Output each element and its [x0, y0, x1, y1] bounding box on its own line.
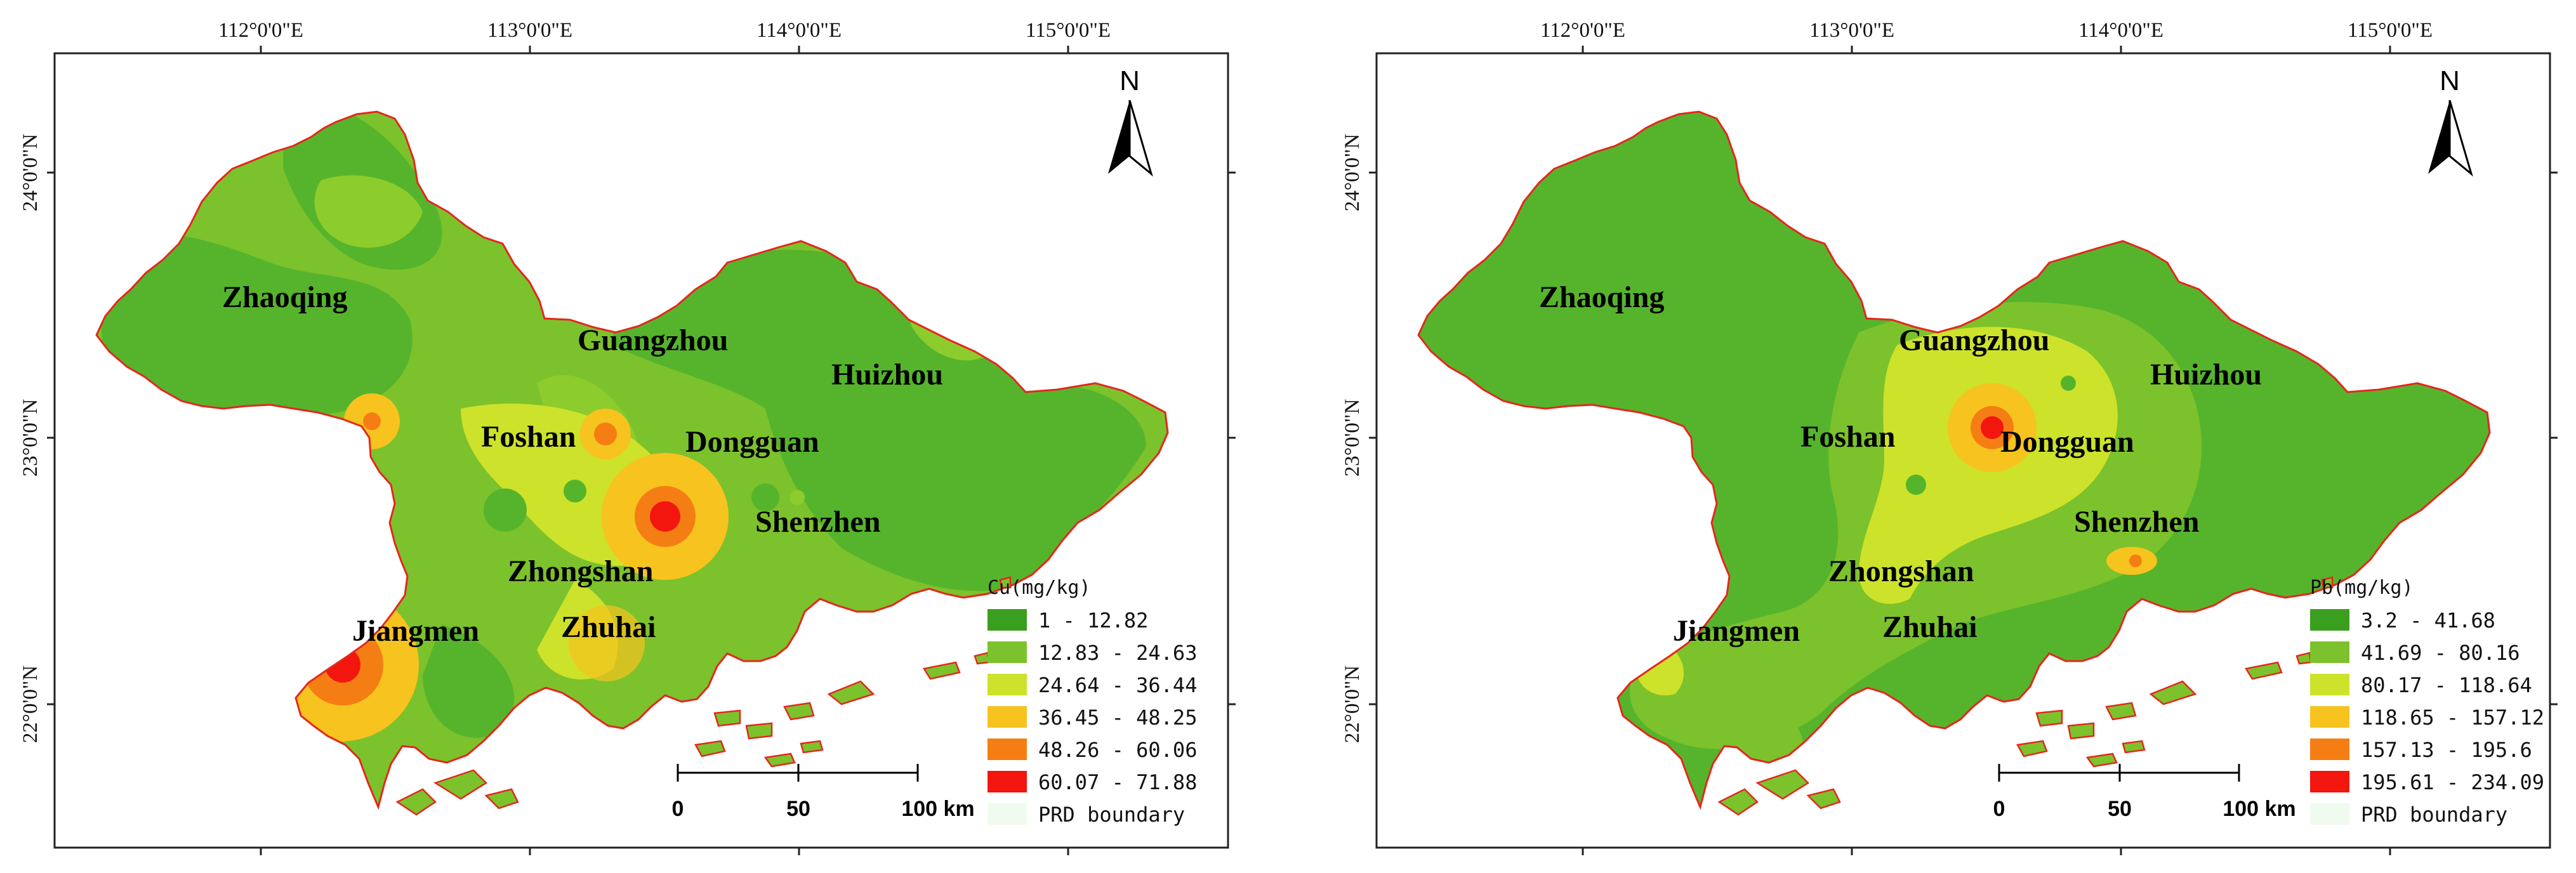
lon-label-115: 115°0'0"E [1026, 19, 1111, 42]
lon-label-115: 115°0'0"E [2348, 19, 2433, 42]
legend-items: 3.2 - 41.68 41.69 - 80.16 80.17 - 118.64 11… [2310, 608, 2544, 827]
legend-label-6: 195.61 - 234.09 [2361, 770, 2544, 794]
lat-label-22: 22°0'0"N [1341, 666, 1364, 744]
city-label-dongguan: Dongguan [2000, 425, 2134, 459]
legend-swatch-boundary [987, 803, 1027, 825]
city-labels: Zhaoqing Guangzhou Huizhou Foshan Donggu… [1539, 280, 2262, 648]
svg-text:N: N [2440, 65, 2460, 96]
city-label-foshan: Foshan [481, 420, 576, 454]
latitude-ticks: 24°0'0"N 23°0'0"N 22°0'0"N [19, 134, 1236, 744]
svg-text:100 km: 100 km [901, 797, 974, 821]
legend: Pb(mg/kg) 3.2 - 41.68 41.69 - 80.16 80.17 … [2310, 577, 2544, 827]
legend-swatch-4 [987, 706, 1027, 728]
legend-swatch-4 [2310, 706, 2349, 728]
legend-label-2: 12.83 - 24.63 [1038, 641, 1197, 665]
svg-text:50: 50 [786, 797, 810, 821]
legend-label-2: 41.69 - 80.16 [2361, 641, 2520, 665]
city-labels: Zhaoqing Guangzhou Huizhou Foshan Donggu… [222, 280, 943, 648]
legend-title: Pb(mg/kg) [2310, 577, 2414, 599]
svg-text:50: 50 [2108, 797, 2132, 821]
city-label-zhaoqing: Zhaoqing [222, 280, 347, 314]
legend-label-1: 1 - 12.82 [1038, 608, 1148, 633]
map-body [95, 110, 1169, 816]
north-arrow: N [1108, 65, 1153, 177]
legend-label-3: 80.17 - 118.64 [2361, 673, 2532, 697]
legend-swatch-1 [2310, 609, 2349, 631]
legend-swatch-6 [987, 771, 1027, 792]
city-label-dongguan: Dongguan [685, 425, 819, 459]
svg-text:0: 0 [1993, 797, 2005, 821]
lat-label-24: 24°0'0"N [1341, 134, 1364, 212]
legend-swatch-5 [987, 738, 1027, 760]
legend-label-6: 60.07 - 71.88 [1038, 770, 1197, 794]
legend-swatch-6 [2310, 771, 2349, 792]
legend-swatch-1 [987, 609, 1027, 631]
panel-pb: 112°0'0"E 113°0'0"E 114°0'0"E 115°0'0"E … [1341, 19, 2558, 855]
legend-swatch-boundary [2310, 803, 2349, 825]
legend: Cu(mg/kg) 1 - 12.82 12.83 - 24.63 24.64 - … [987, 577, 1197, 827]
legend-label-1: 3.2 - 41.68 [2361, 608, 2495, 633]
north-arrow: N [2428, 65, 2473, 177]
lat-label-24: 24°0'0"N [19, 134, 42, 212]
city-label-shenzhen: Shenzhen [755, 505, 880, 539]
longitude-ticks: 112°0'0"E 113°0'0"E 114°0'0"E 115°0'0"E [1540, 19, 2433, 855]
svg-text:0: 0 [672, 797, 684, 821]
city-label-jiangmen: Jiangmen [352, 614, 479, 648]
legend-label-4: 36.45 - 48.25 [1038, 706, 1197, 730]
city-label-foshan: Foshan [1800, 420, 1895, 454]
legend-label-boundary: PRD boundary [1038, 803, 1185, 827]
lon-label-113: 113°0'0"E [487, 19, 572, 42]
legend-label-4: 118.65 - 157.12 [2361, 706, 2544, 730]
lon-label-113: 113°0'0"E [1809, 19, 1894, 42]
city-label-shenzhen: Shenzhen [2074, 505, 2199, 539]
legend-label-3: 24.64 - 36.44 [1038, 673, 1197, 697]
lon-label-112: 112°0'0"E [1540, 19, 1625, 42]
city-label-guangzhou: Guangzhou [1899, 324, 2049, 357]
legend-swatch-5 [2310, 738, 2349, 760]
legend-label-5: 157.13 - 195.6 [2361, 738, 2532, 762]
legend-items: 1 - 12.82 12.83 - 24.63 24.64 - 36.44 36.45… [987, 608, 1197, 827]
panel-cu: 112°0'0"E 113°0'0"E 114°0'0"E 115°0'0"E … [19, 19, 1236, 855]
legend-title: Cu(mg/kg) [987, 577, 1091, 599]
legend-swatch-2 [2310, 641, 2349, 663]
legend-label-5: 48.26 - 60.06 [1038, 738, 1197, 762]
lat-label-23: 23°0'0"N [19, 399, 42, 477]
city-label-zhongshan: Zhongshan [508, 555, 653, 588]
legend-label-boundary: PRD boundary [2361, 803, 2507, 827]
city-label-guangzhou: Guangzhou [578, 324, 728, 357]
scale-bar: 0 50 100 km [1993, 764, 2296, 821]
lat-label-23: 23°0'0"N [1341, 399, 1364, 477]
map-body [1417, 110, 2491, 816]
latitude-ticks: 24°0'0"N 23°0'0"N 22°0'0"N [1341, 134, 2558, 744]
lon-label-114: 114°0'0"E [756, 19, 842, 42]
city-label-jiangmen: Jiangmen [1673, 614, 1800, 648]
city-label-zhuhai: Zhuhai [1882, 610, 1977, 644]
city-label-zhaoqing: Zhaoqing [1539, 280, 1664, 314]
city-label-huizhou: Huizhou [831, 358, 943, 391]
legend-swatch-3 [2310, 674, 2349, 695]
city-label-zhuhai: Zhuhai [561, 610, 656, 644]
longitude-ticks: 112°0'0"E 113°0'0"E 114°0'0"E 115°0'0"E [218, 19, 1111, 855]
lon-label-114: 114°0'0"E [2078, 19, 2163, 42]
city-label-huizhou: Huizhou [2150, 358, 2262, 391]
lon-label-112: 112°0'0"E [218, 19, 303, 42]
legend-swatch-2 [987, 641, 1027, 663]
scale-bar: 0 50 100 km [672, 764, 975, 821]
svg-text:N: N [1120, 65, 1140, 96]
legend-swatch-3 [987, 674, 1027, 695]
svg-text:100 km: 100 km [2223, 797, 2295, 821]
lat-label-22: 22°0'0"N [19, 666, 42, 744]
city-label-zhongshan: Zhongshan [1828, 555, 1974, 588]
